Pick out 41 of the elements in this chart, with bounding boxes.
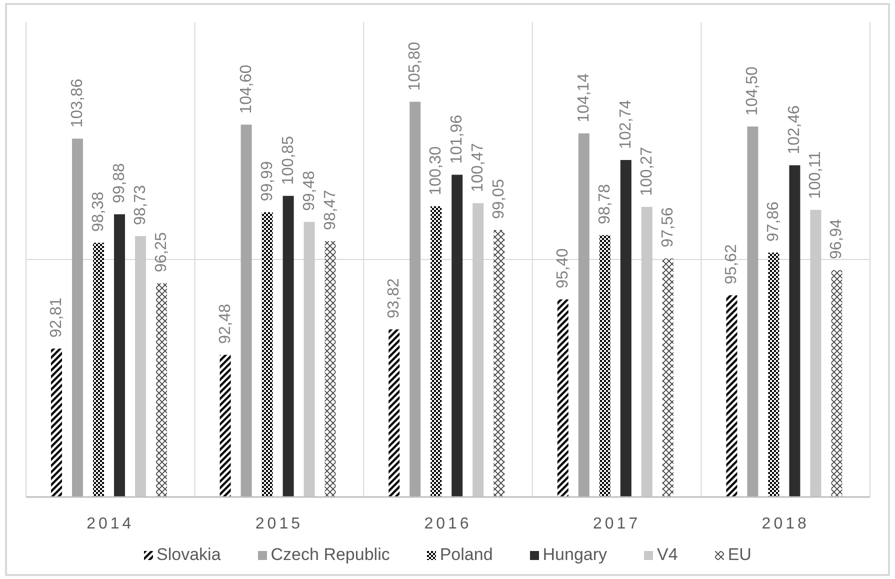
x-tick-label: 2018 [762,515,810,532]
data-label: 99,05 [490,178,508,220]
data-label: 93,82 [386,278,403,318]
data-label: 95,62 [723,244,740,284]
data-label: 104,50 [744,66,762,116]
data-label: 104,14 [575,73,592,122]
data-label: 97,56 [659,207,676,248]
data-label: 97,86 [765,202,782,242]
data-label: 100,85 [280,136,297,185]
data-label: 98,73 [132,184,149,226]
legend-label: Slovakia [156,545,221,565]
data-label: 102,74 [617,100,634,149]
x-tick-label: 2016 [424,515,472,532]
data-label: 96,25 [153,232,170,272]
data-label: 100,27 [638,146,656,196]
data-label: 99,99 [258,161,276,202]
legend-label: EU [728,545,752,565]
data-label: 98,47 [322,190,339,230]
legend-label: Hungary [542,545,608,565]
data-label: 95,40 [554,248,572,288]
data-label: 100,11 [807,151,824,199]
data-label: 99,48 [300,170,318,211]
data-label: 98,38 [90,192,107,232]
data-label: 101,96 [448,114,466,164]
data-label: 100,47 [470,143,487,192]
x-tick-label: 2015 [255,515,303,532]
data-label: 96,94 [828,219,846,260]
data-label: 98,78 [596,184,614,224]
x-tick-label: 2014 [86,515,134,532]
data-label: 105,80 [406,42,424,91]
data-label: 100,30 [428,146,445,196]
data-label: 92,81 [48,297,65,338]
data-label: 99,88 [111,163,128,204]
data-label: 104,60 [238,64,255,114]
data-label: 92,48 [216,304,234,344]
data-label: 103,86 [69,78,86,128]
legend-label: Poland [440,545,493,565]
legend-label: Czech Republic [270,545,390,565]
legend-label: V4 [657,545,678,565]
x-tick-label: 2017 [593,515,641,532]
data-label: 102,46 [786,105,804,154]
